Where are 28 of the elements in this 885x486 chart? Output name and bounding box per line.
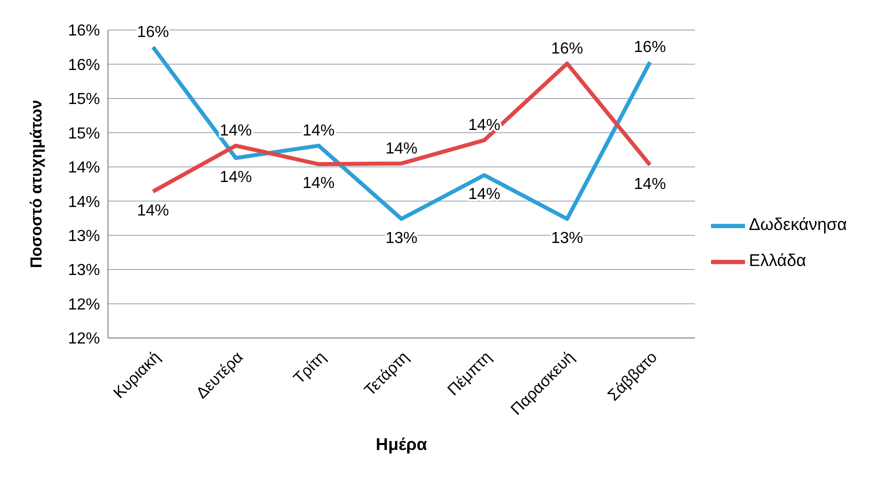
- y-tick-label: 14%: [68, 194, 100, 211]
- data-label: 14%: [302, 122, 335, 140]
- data-label: 16%: [136, 24, 170, 42]
- data-label: 16%: [634, 39, 666, 56]
- y-tick-label: 15%: [68, 125, 100, 142]
- x-axis-title: Ημέρα: [376, 435, 428, 454]
- y-tick-label: 14%: [68, 160, 100, 177]
- data-label: 14%: [468, 117, 500, 134]
- data-label: 14%: [302, 175, 335, 192]
- data-label: 14%: [468, 186, 500, 204]
- data-label: 14%: [385, 140, 418, 158]
- y-tick-label: 13%: [68, 228, 100, 246]
- y-tick-label: 16%: [68, 22, 100, 40]
- data-label: 14%: [220, 168, 252, 186]
- data-label: 13%: [551, 230, 584, 247]
- data-label: 16%: [551, 40, 584, 58]
- data-label: 13%: [385, 230, 418, 247]
- y-tick-label: 12%: [68, 330, 100, 348]
- data-label: 14%: [136, 202, 170, 220]
- y-tick-label: 12%: [68, 296, 100, 314]
- legend-label: Δωδεκάνησα: [748, 215, 847, 234]
- y-tick-label: 15%: [68, 91, 100, 108]
- data-label: 14%: [220, 122, 252, 140]
- y-axis-title: Ποσοστό ατυχημάτων: [28, 100, 46, 268]
- y-tick-label: 13%: [68, 262, 100, 280]
- y-tick-label: 16%: [68, 56, 100, 74]
- legend-label: Ελλάδα: [748, 251, 806, 270]
- data-label: 14%: [634, 176, 666, 193]
